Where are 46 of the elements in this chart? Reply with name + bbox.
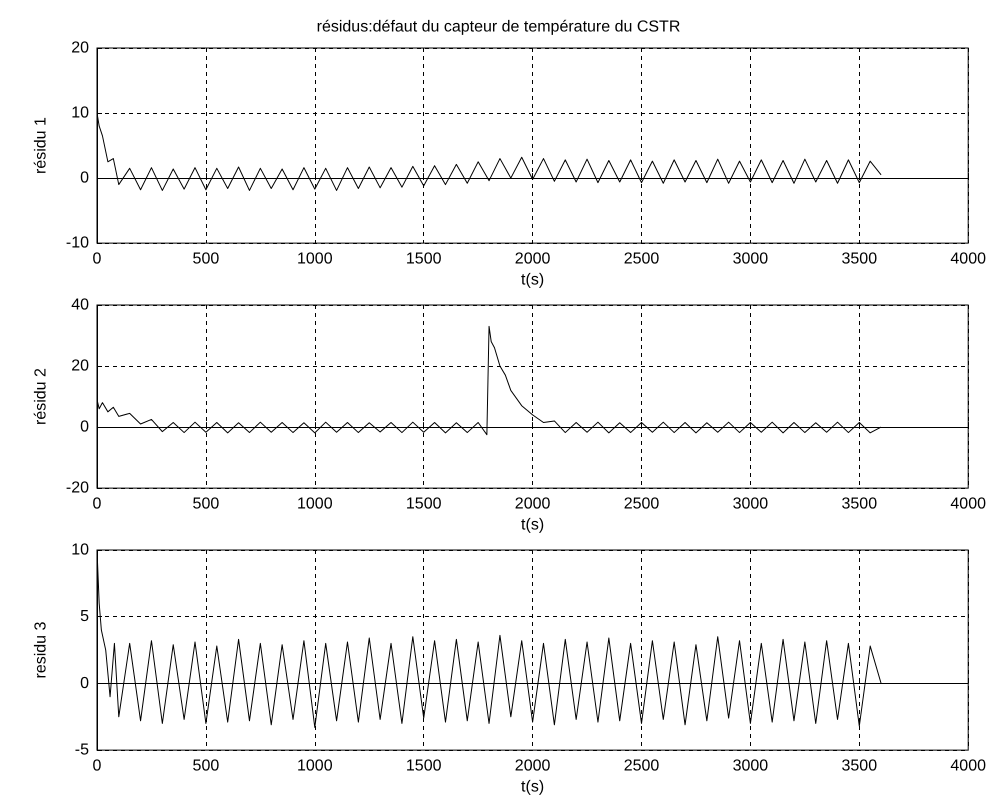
x-tick-label: 0	[92, 250, 102, 268]
x-tick-label: 1000	[297, 496, 333, 513]
y-tick-label: -10	[66, 234, 90, 252]
x-tick-label: 4000	[950, 496, 986, 513]
x-tick-label: 1500	[406, 496, 442, 513]
y-tick-label: 0	[80, 170, 90, 187]
y-tick-label: 0	[80, 418, 90, 436]
x-tick-label: 2000	[514, 758, 550, 775]
x-tick-label: 3500	[842, 758, 878, 775]
y-tick-label: -20	[66, 480, 90, 497]
x-axis-title: t(s)	[521, 778, 544, 796]
x-tick-label: 500	[192, 250, 220, 268]
x-tick-label: 3500	[842, 496, 878, 513]
x-tick-label: 2500	[624, 496, 660, 513]
x-tick-label: 0	[92, 496, 102, 513]
y-axis-title: résidu 2	[32, 368, 50, 426]
x-tick-label: 1500	[406, 250, 442, 268]
y-tick-label: -5	[74, 742, 90, 759]
x-tick-label: 3000	[732, 496, 768, 513]
y-tick-label: 0	[80, 674, 90, 692]
x-axis-title: t(s)	[521, 272, 544, 288]
x-tick-label: 2500	[624, 758, 660, 775]
x-tick-label: 3000	[732, 250, 768, 268]
x-tick-label: 2500	[624, 250, 660, 268]
x-axis-title: t(s)	[521, 516, 544, 534]
x-tick-label: 1000	[297, 758, 333, 775]
chart-title: résidus:défaut du capteur de température du CSTR	[316, 18, 680, 36]
y-tick-label: 5	[80, 608, 90, 626]
x-tick-label: 500	[192, 758, 220, 775]
x-tick-label: 2000	[514, 496, 550, 513]
y-tick-label: 10	[71, 542, 90, 558]
y-tick-label: 40	[71, 296, 90, 314]
y-axis-title: résidu 1	[32, 116, 50, 174]
x-tick-label: 3000	[732, 758, 768, 775]
x-tick-label: 4000	[950, 250, 986, 268]
x-tick-label: 1500	[406, 758, 442, 775]
x-tick-label: 500	[192, 496, 220, 513]
x-tick-label: 3500	[842, 250, 878, 268]
x-tick-label: 2000	[514, 250, 550, 268]
y-tick-label: 20	[71, 358, 90, 375]
x-tick-label: 4000	[950, 758, 986, 775]
x-tick-label: 0	[92, 758, 102, 775]
x-tick-label: 1000	[297, 250, 333, 268]
y-axis-title: residu 3	[32, 621, 50, 679]
y-tick-label: 10	[71, 104, 90, 122]
y-tick-label: 20	[71, 40, 90, 56]
